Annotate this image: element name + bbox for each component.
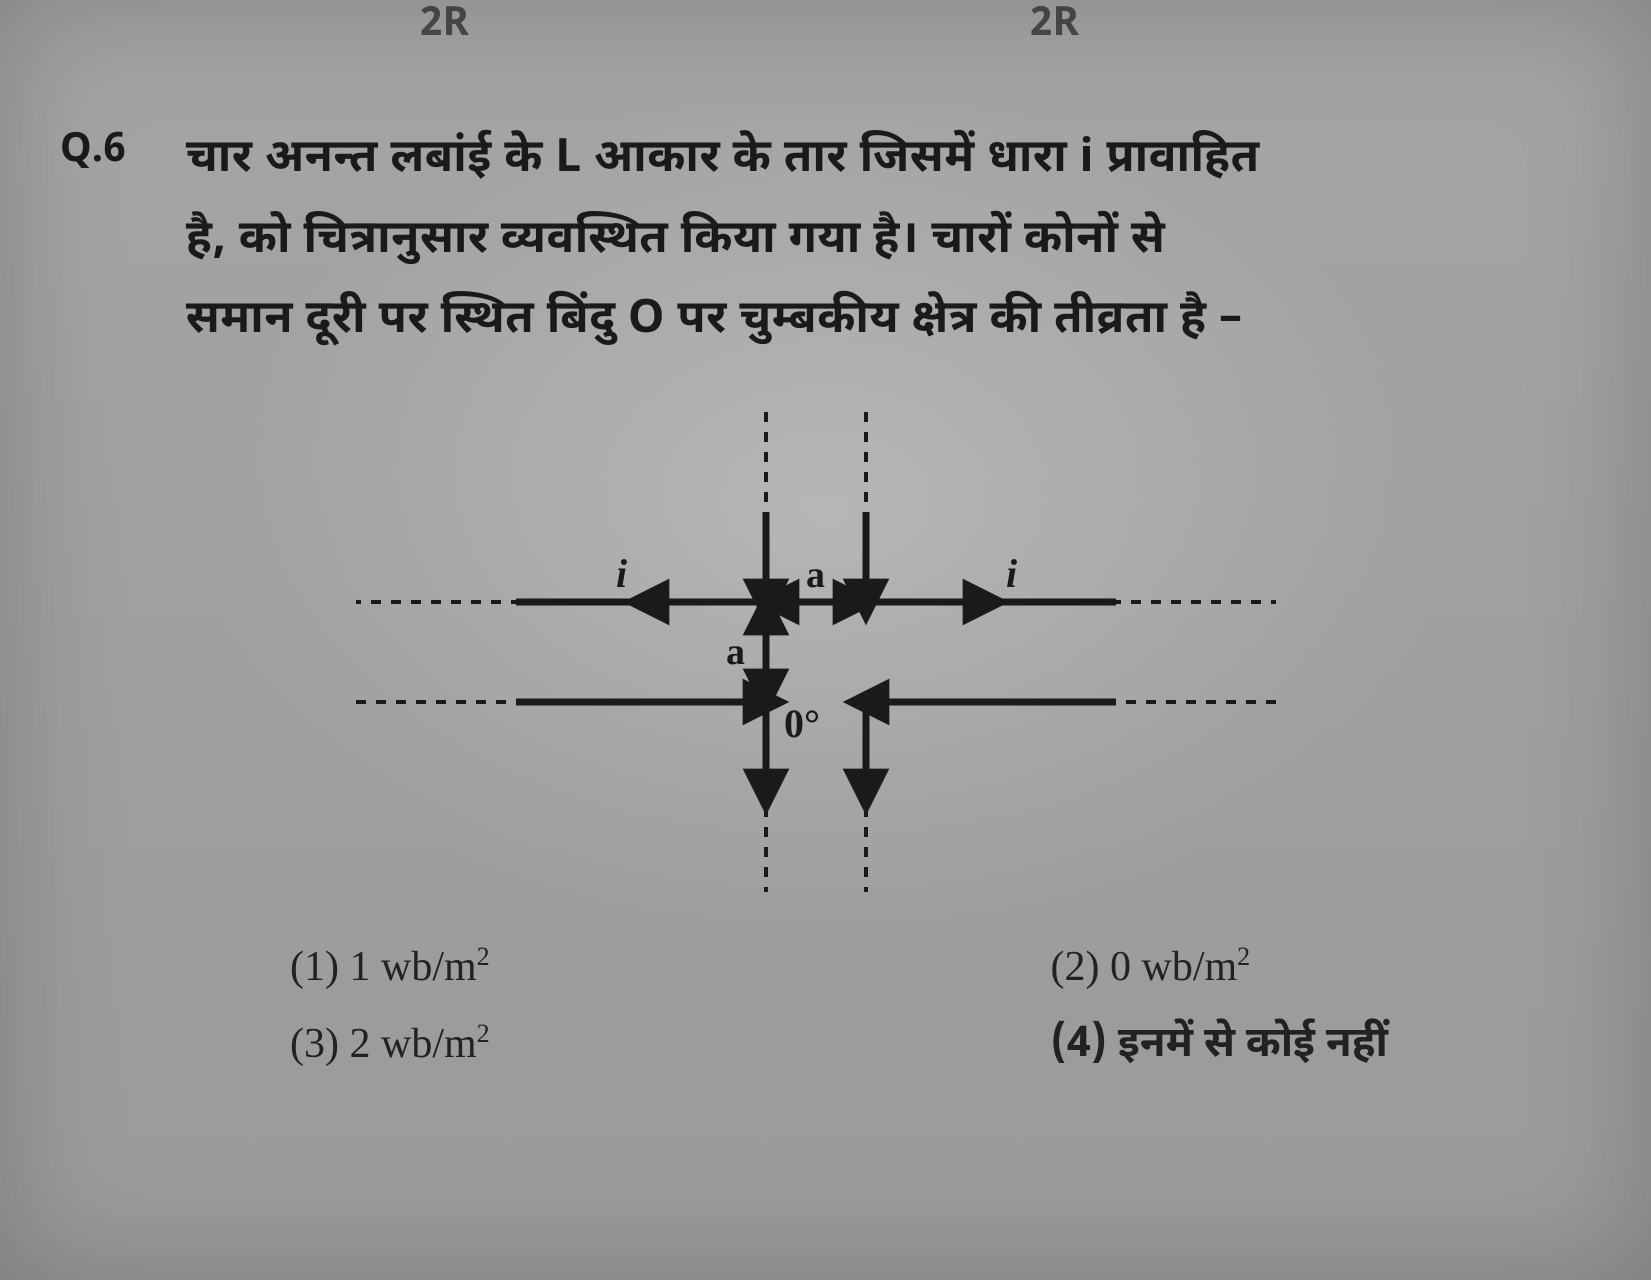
diagram-container: i i a a 0° (60, 392, 1571, 912)
option-4-num: (4) (1051, 1019, 1118, 1074)
option-1-val: 1 wb/m (349, 944, 476, 990)
option-1: (1) 1 wb/m2 (290, 942, 811, 991)
option-2-val: 0 wb/m (1110, 944, 1237, 990)
label-a-v: a (726, 631, 745, 673)
exam-page: 2R 2R Q.6 चार अनन्त लबांई के L आकार के त… (0, 0, 1651, 1280)
option-3-num: (3) (290, 1021, 349, 1067)
top-fragment-right: 2R (1030, 0, 1079, 52)
option-3: (3) 2 wb/m2 (290, 1019, 811, 1074)
wire-diagram: i i a a 0° (316, 392, 1316, 912)
option-2: (2) 0 wb/m2 (1051, 942, 1572, 991)
top-fragment-left: 2R (420, 0, 469, 52)
option-1-num: (1) (290, 944, 349, 990)
option-4-val: इनमें से कोई नहीं (1118, 1019, 1388, 1074)
option-2-num: (2) (1051, 944, 1110, 990)
option-1-sup: 2 (477, 942, 490, 971)
question-line-2: है, को चित्रानुसार व्यवस्थित किया गया है… (186, 211, 1166, 271)
option-3-val: 2 wb/m (349, 1021, 476, 1067)
options-grid: (1) 1 wb/m2 (2) 0 wb/m2 (3) 2 wb/m2 (4) … (290, 942, 1571, 1074)
label-a-h: a (806, 554, 825, 596)
question-line-3: समान दूरी पर स्थित बिंदु O पर चुम्बकीय क… (186, 291, 1243, 351)
label-i-right: i (1006, 551, 1017, 596)
label-i-left: i (616, 551, 627, 596)
question-number: Q.6 (60, 120, 126, 178)
label-center: 0° (784, 701, 820, 746)
question-line-1: चार अनन्त लबांई के L आकार के तार जिसमें … (186, 130, 1260, 190)
option-3-sup: 2 (477, 1019, 490, 1048)
option-4: (4) इनमें से कोई नहीं (1051, 1019, 1572, 1074)
question-block: Q.6 चार अनन्त लबांई के L आकार के तार जिस… (60, 120, 1571, 362)
option-2-sup: 2 (1237, 942, 1250, 971)
question-text: चार अनन्त लबांई के L आकार के तार जिसमें … (186, 120, 1571, 362)
